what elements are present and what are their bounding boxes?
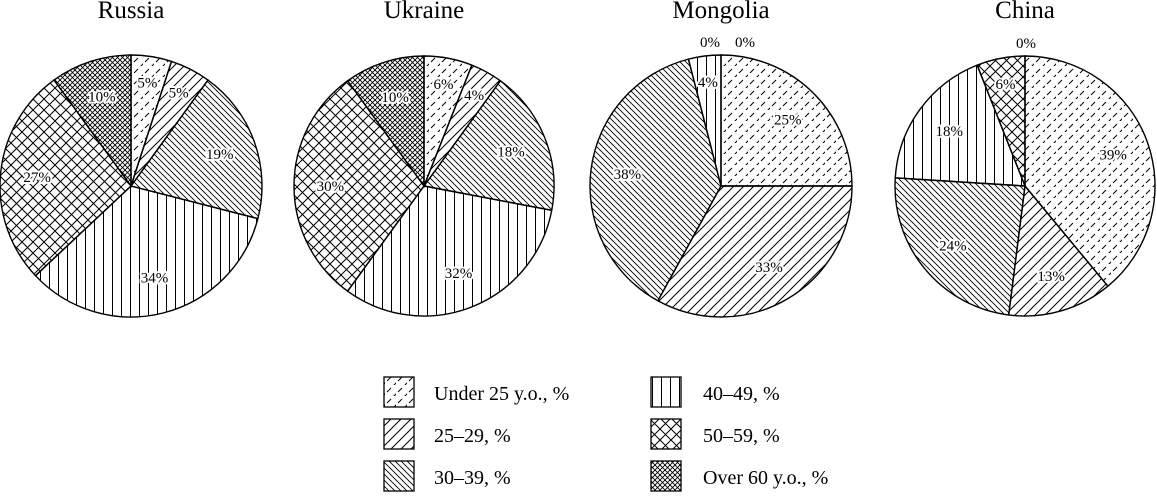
slice-40-49-label: 34% [141,270,169,286]
slice-30-39-label: 38% [614,167,642,183]
slice-40-49-label-halo: 4% [698,75,718,91]
legend-label: 50–59, % [703,425,780,447]
slice-40-49-label: 32% [445,266,473,282]
slice-under-25-y-o-label-halo: 39% [1099,147,1127,163]
legend: Under 25 y.o., % 40–49, % 25–29, % 50–59, %… [383,376,828,492]
legend-item-30-39: 30–39, % [383,460,511,492]
slice-under-25-y-o-label: 25% [774,112,802,128]
slice-40-49-label-halo: 18% [936,124,964,140]
legend-label: Under 25 y.o., % [434,383,569,405]
slice-50-59 [976,55,1026,187]
slice-under-25-y-o-label: 39% [1099,147,1127,163]
slice-over-60-y-o-label-halo: 0% [735,35,755,51]
slice-30-39-label: 24% [939,239,967,255]
slice-25-29-label-halo: 13% [1037,269,1065,285]
slice-under-25-y-o-label: 6% [434,77,454,93]
slice-40-49-label: 4% [698,75,718,91]
slice-over-60-y-o-label: 0% [735,35,755,51]
slice-50-59-label: 6% [996,77,1016,93]
slice-30-39-label-halo: 19% [206,147,234,163]
slice-30-39-label: 18% [497,145,525,161]
legend-swatch [650,376,682,408]
legend-swatch [650,460,682,492]
pies-layer: Russia5%5%5%5%19%19%34%34%27%27%10%10%Uk… [0,0,1156,318]
slice-over-60-y-o-label: 10% [381,90,409,106]
slice-25-29-label-halo: 33% [755,260,783,276]
slice-50-59 [0,79,132,277]
slice-40-49-label: 18% [936,124,964,140]
slice-under-25-y-o [720,54,853,187]
slice-40-49-label-halo: 32% [445,266,473,282]
legend-label: 30–39, % [434,467,511,489]
legend-label: 40–49, % [703,383,780,405]
slice-over-60-y-o-label-halo: 0% [1016,36,1036,52]
legend-swatch [383,460,415,492]
pie-title: China [995,0,1055,24]
slice-25-29-label: 33% [755,260,783,276]
slice-40-49 [687,54,722,187]
slice-under-25-y-o-label: 5% [137,76,157,92]
slice-50-59-label: 27% [23,170,51,186]
slice-under-25-y-o [1024,55,1156,288]
legend-swatch [383,418,415,450]
slice-over-60-y-o [346,55,425,189]
slice-50-59-label: 0% [700,35,720,51]
slice-30-39 [589,58,722,302]
slice-30-39-label: 19% [206,147,234,163]
slice-over-60-y-o-label-halo: 10% [381,90,409,106]
slice-over-60-y-o-label-halo: 10% [88,89,116,105]
slice-30-39-label-halo: 18% [497,145,525,161]
slice-30-39-label-halo: 24% [939,239,967,255]
slice-25-29 [656,185,853,318]
slice-40-49 [34,185,259,318]
slice-25-29-label-halo: 5% [169,86,189,102]
slice-30-39 [894,177,1026,316]
slice-30-39 [422,79,555,212]
slice-under-25-y-o-label-halo: 5% [137,76,157,92]
slice-30-39 [129,79,263,220]
slice-40-49-label-halo: 34% [141,270,169,286]
slice-30-39-label-halo: 38% [614,167,642,183]
slice-25-29 [1007,184,1109,317]
legend-item-40-49: 40–49, % [650,376,780,408]
slice-50-59-label-halo: 30% [317,179,345,195]
slice-25-29-label-halo: 4% [464,88,484,104]
legend-item-under-25-y-o: Under 25 y.o., % [383,376,569,408]
slice-50-59-label-halo: 0% [700,35,720,51]
legend-label: 25–29, % [434,425,511,447]
pie-title: Ukraine [384,0,465,24]
slice-40-49 [894,64,1027,187]
pie-title: Mongolia [672,0,769,24]
slice-50-59-label-halo: 27% [23,170,51,186]
legend-item-50-59: 50–59, % [650,418,780,450]
legend-swatch [650,418,682,450]
slice-over-60-y-o [53,54,132,189]
slice-under-25-y-o-label-halo: 6% [434,77,454,93]
slice-under-25-y-o-label-halo: 25% [774,112,802,128]
slice-over-60-y-o-label: 10% [88,89,116,105]
pie-title: Russia [98,0,165,24]
slice-25-29-label: 5% [169,86,189,102]
slice-25-29-label: 4% [464,88,484,104]
slice-50-59 [293,79,425,293]
legend-item-25-29: 25–29, % [383,418,511,450]
legend-label: Over 60 y.o., % [703,467,828,489]
legend-swatch [383,376,415,408]
legend-item-over-60-y-o: Over 60 y.o., % [650,460,828,492]
slice-50-59-label: 30% [317,179,345,195]
slice-50-59-label-halo: 6% [996,77,1016,93]
slice-40-49 [346,185,553,317]
slice-25-29-label: 13% [1037,269,1065,285]
slice-over-60-y-o-label: 0% [1016,36,1036,52]
